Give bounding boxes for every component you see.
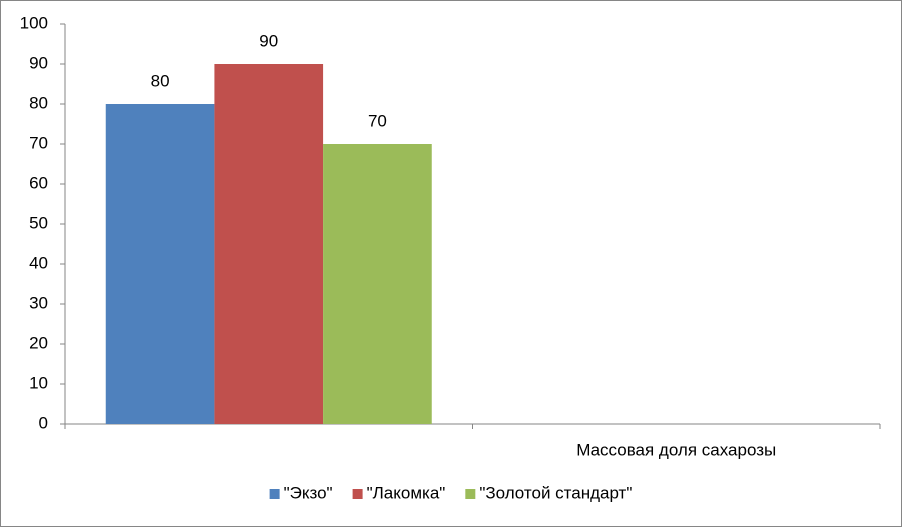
y-tick-label: 100 <box>20 13 48 32</box>
y-tick-label: 60 <box>29 173 48 192</box>
legend-swatch <box>465 489 476 499</box>
legend-label: "Лакомка" <box>367 483 446 502</box>
y-tick-label: 50 <box>29 213 48 232</box>
legend-label: "Золотой стандарт" <box>479 483 632 502</box>
data-label: 70 <box>368 111 387 130</box>
y-tick-label: 20 <box>29 333 48 352</box>
x-tick-label: Массовая доля сахарозы <box>576 440 776 459</box>
y-tick-label: 90 <box>29 53 48 72</box>
y-tick-label: 30 <box>29 293 48 312</box>
legend-label: "Экзо" <box>284 483 333 502</box>
bar <box>105 104 215 424</box>
bar <box>323 144 432 424</box>
y-tick-label: 70 <box>29 133 48 152</box>
legend-swatch <box>352 489 363 499</box>
data-label: 90 <box>259 31 278 50</box>
data-label: 80 <box>151 71 170 90</box>
y-tick-label: 0 <box>39 413 48 432</box>
legend-swatch <box>269 489 280 499</box>
y-tick-label: 40 <box>29 253 48 272</box>
y-tick-label: 10 <box>29 373 48 392</box>
y-tick-label: 80 <box>29 93 48 112</box>
bar <box>214 64 324 424</box>
